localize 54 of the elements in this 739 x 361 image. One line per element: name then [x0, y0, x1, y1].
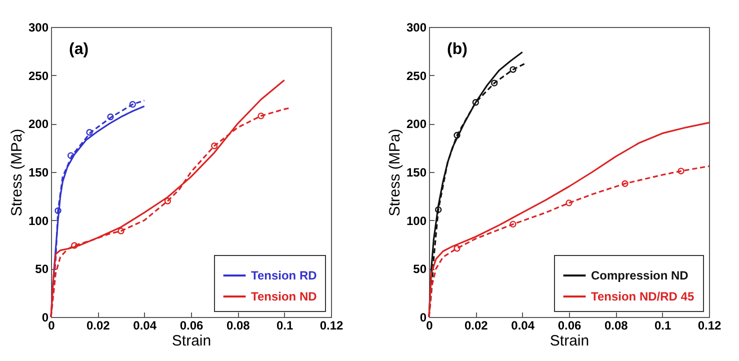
y-tick-label: 100: [28, 214, 49, 228]
point: [70, 242, 78, 249]
point: [86, 129, 93, 136]
annotation: (b): [447, 41, 468, 58]
y-tick-label: 150: [28, 166, 49, 180]
x-tick-label: 0.12: [320, 318, 344, 332]
x-axis-title: Strain: [172, 332, 212, 350]
legend-label: Tension ND/RD 45: [591, 290, 694, 304]
x-tick-label: 0.06: [558, 318, 582, 332]
point: [107, 114, 114, 120]
y-tick-label: 200: [28, 117, 49, 132]
point: [67, 152, 74, 159]
legend-label: Compression ND: [591, 268, 689, 282]
point: [510, 220, 516, 228]
y-tick-label: 150: [406, 166, 427, 180]
y-tick-label: 300: [28, 20, 49, 34]
y-axis-title: Stress (MPa): [8, 128, 26, 216]
legend-label: Tension ND: [251, 290, 318, 304]
point: [454, 245, 460, 252]
point: [454, 132, 460, 139]
annotation: (a): [69, 41, 89, 58]
x-tick-label: 0.1: [654, 318, 672, 332]
point: [510, 66, 516, 73]
point: [566, 200, 572, 206]
x-tick-label: 0.02: [86, 318, 110, 332]
x-tick-label: 0.08: [604, 318, 628, 332]
y-tick-label: 250: [406, 68, 427, 83]
point: [54, 207, 62, 214]
y-tick-label: 100: [406, 214, 427, 228]
y-tick-label: 50: [413, 262, 427, 276]
y-tick-label: 50: [35, 262, 49, 276]
x-tick-label: 0.02: [464, 318, 488, 332]
point: [118, 228, 124, 234]
point: [678, 168, 684, 174]
legend-label: Tension RD: [251, 268, 318, 282]
y-tick-label: 250: [28, 68, 49, 83]
point: [490, 80, 498, 86]
x-tick-label: 0.1: [276, 318, 294, 332]
point: [434, 206, 442, 214]
x-tick-label: 0.04: [511, 318, 535, 332]
point: [210, 142, 218, 150]
x-tick-label: 0.08: [226, 318, 250, 332]
y-tick-label: 200: [406, 117, 427, 132]
x-tick-label: 0.12: [698, 318, 722, 332]
x-tick-label: 0.04: [133, 318, 157, 332]
y-tick-label: 300: [406, 20, 427, 34]
y-axis-title: Stress (MPa): [386, 128, 404, 216]
x-tick-label: 0.06: [180, 318, 204, 332]
point: [258, 112, 264, 120]
point: [622, 180, 628, 187]
point: [129, 101, 136, 108]
x-axis-title: Strain: [550, 332, 590, 350]
point: [164, 198, 172, 204]
point: [472, 99, 480, 106]
